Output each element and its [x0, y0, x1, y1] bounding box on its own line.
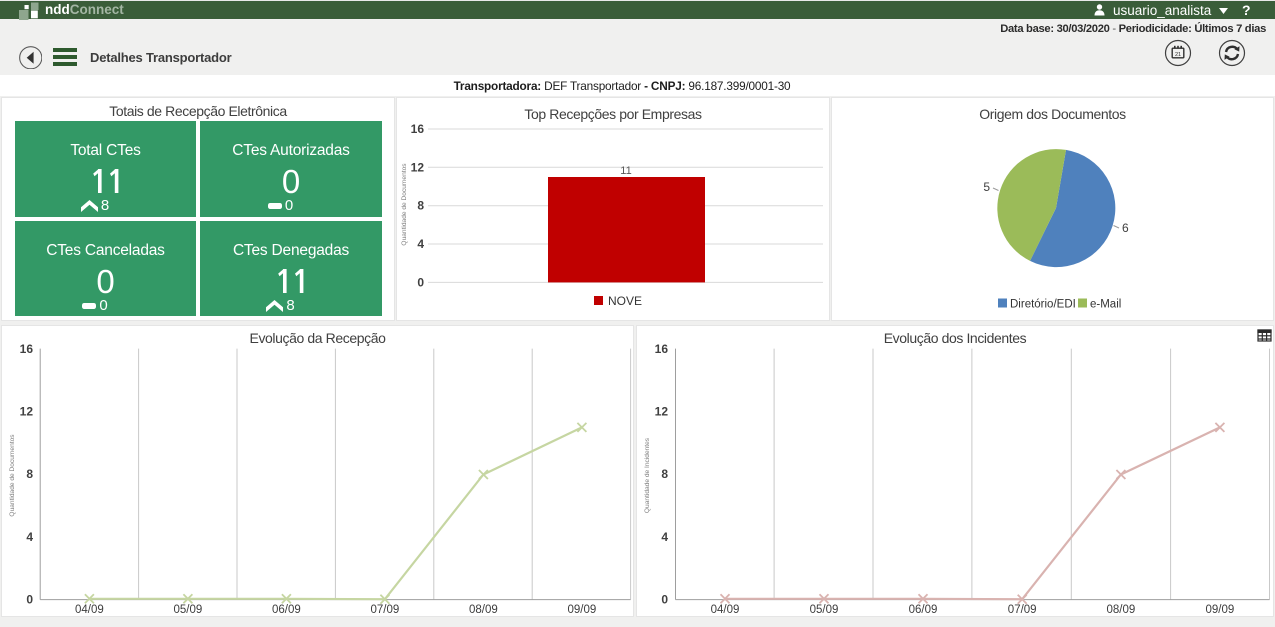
- svg-text:07/09: 07/09: [1008, 604, 1037, 616]
- svg-text:12: 12: [411, 160, 425, 174]
- svg-text:04/09: 04/09: [75, 604, 104, 616]
- svg-text:11: 11: [620, 165, 631, 177]
- svg-text:16: 16: [20, 342, 34, 356]
- svg-text:06/09: 06/09: [272, 604, 301, 616]
- svg-text:Diretório/EDI: Diretório/EDI: [1010, 299, 1076, 311]
- svg-text:05/09: 05/09: [174, 604, 203, 616]
- svg-text:8: 8: [417, 199, 424, 213]
- svg-text:09/09: 09/09: [568, 604, 597, 616]
- svg-text:04/09: 04/09: [711, 604, 740, 616]
- svg-text:0: 0: [417, 275, 424, 289]
- svg-text:05/09: 05/09: [810, 604, 839, 616]
- svg-text:5: 5: [983, 180, 990, 194]
- svg-text:07/09: 07/09: [371, 604, 400, 616]
- svg-text:e-Mail: e-Mail: [1090, 299, 1121, 311]
- svg-text:16: 16: [411, 122, 425, 136]
- svg-text:Quantidade de Incidentes: Quantidade de Incidentes: [644, 437, 651, 513]
- svg-text:0: 0: [26, 593, 33, 607]
- svg-text:16: 16: [655, 342, 669, 356]
- svg-text:8: 8: [26, 467, 33, 481]
- svg-text:4: 4: [417, 237, 424, 251]
- svg-text:08/09: 08/09: [1107, 604, 1136, 616]
- svg-text:06/09: 06/09: [909, 604, 938, 616]
- svg-text:4: 4: [661, 530, 668, 544]
- svg-text:12: 12: [655, 404, 669, 418]
- svg-text:12: 12: [20, 404, 34, 418]
- svg-text:09/09: 09/09: [1206, 604, 1235, 616]
- svg-text:6: 6: [1122, 221, 1129, 235]
- svg-text:21: 21: [1175, 52, 1181, 58]
- svg-text:Quantidade de Documentos: Quantidade de Documentos: [9, 434, 16, 517]
- svg-text:08/09: 08/09: [469, 604, 498, 616]
- svg-text:NOVE: NOVE: [608, 294, 642, 308]
- svg-text:0: 0: [661, 593, 668, 607]
- svg-text:4: 4: [26, 530, 33, 544]
- svg-text:Quantidade de Documentos: Quantidade de Documentos: [401, 163, 408, 246]
- svg-text:8: 8: [661, 467, 668, 481]
